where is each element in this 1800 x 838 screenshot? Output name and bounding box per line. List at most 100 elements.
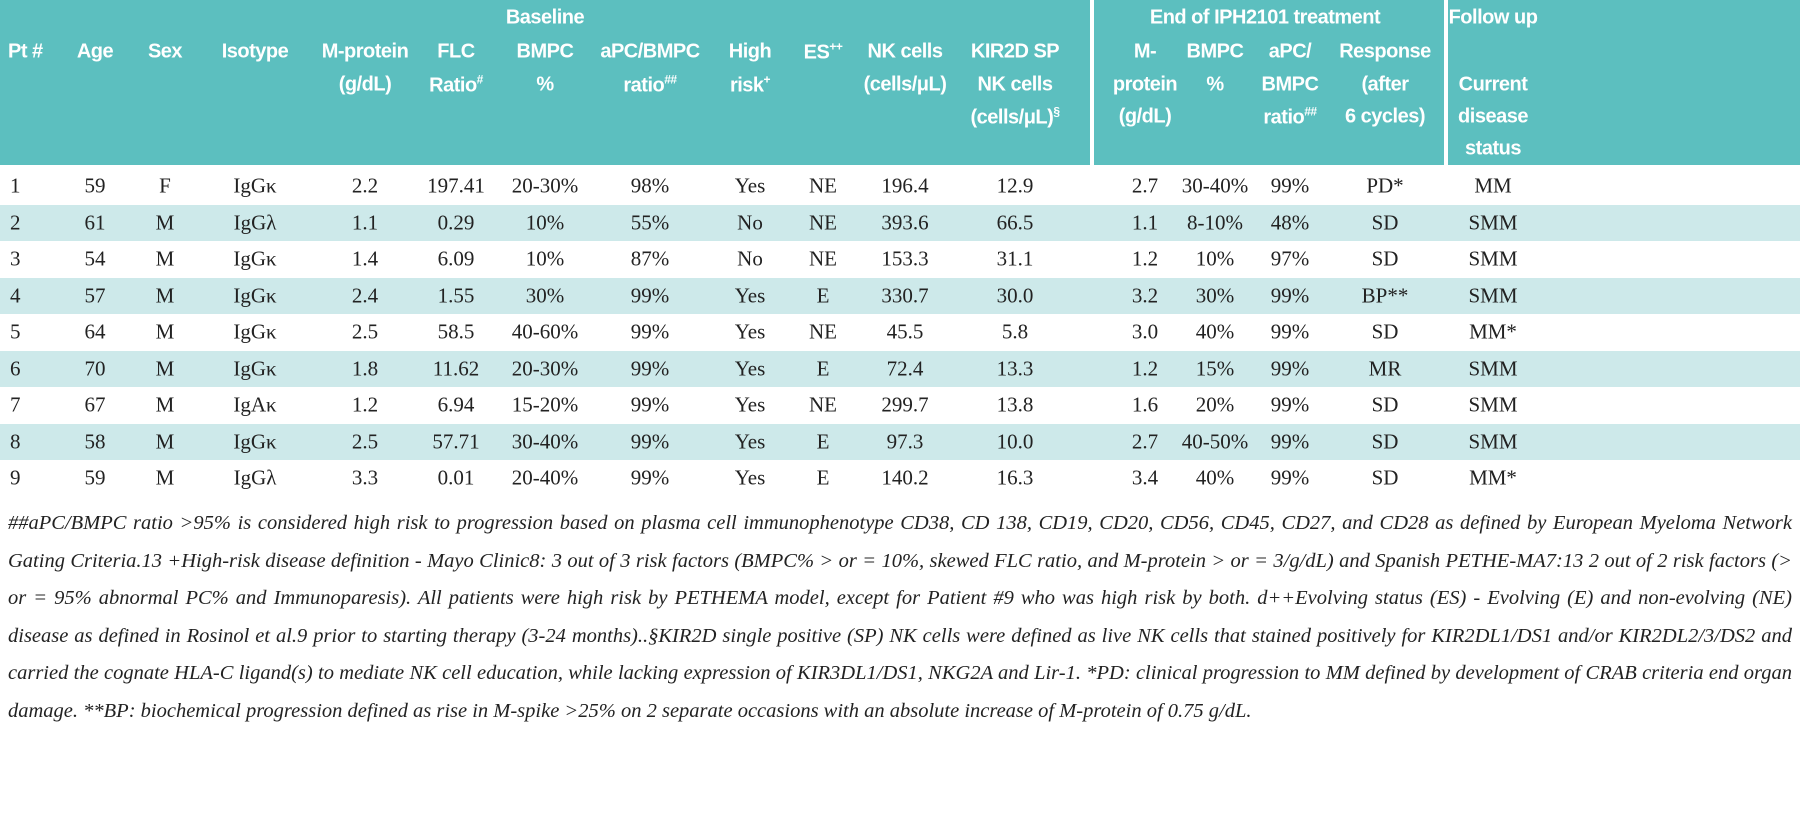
table-cell: IgAκ (233, 392, 277, 417)
table-cell: NE (809, 246, 837, 271)
table-cell: 0.29 (437, 210, 475, 234)
table-cell: 66.5 (996, 210, 1034, 234)
column-header: Response (1339, 40, 1431, 63)
table-cell: MM (1474, 173, 1512, 198)
column-header: (cells/μL) (863, 73, 947, 96)
table-cell: NE (809, 319, 837, 344)
table-cell: 3.2 (1131, 283, 1159, 307)
column-header: M-protein (321, 40, 409, 63)
table-cell: 30% (525, 283, 565, 307)
table-cell: 10% (1195, 246, 1235, 271)
table-cell: SD (1371, 429, 1399, 453)
table-cell: 2 (10, 210, 21, 234)
column-header: M- (1133, 40, 1157, 63)
table-cell: MR (1368, 356, 1402, 380)
table-cell: 97.3 (886, 429, 924, 453)
table-cell: 99% (1270, 429, 1310, 453)
header-superscript: ## (664, 72, 677, 87)
column-header: % (1206, 73, 1224, 96)
table-cell: SMM (1468, 356, 1518, 380)
row-band (0, 423, 1800, 460)
table-cell: 99% (630, 283, 670, 307)
table-cell: Yes (734, 356, 766, 380)
column-header: (g/dL) (1118, 105, 1172, 128)
table-cell: IgGκ (233, 283, 277, 307)
table-cell: 54 (84, 246, 106, 271)
column-header: High (728, 40, 772, 63)
column-header: (cells/μL)§ (970, 104, 1061, 129)
table-cell: 299.7 (881, 392, 929, 417)
table-cell: 0.01 (437, 465, 475, 490)
table-cell: 10% (525, 246, 565, 271)
column-header: NK cells (867, 40, 943, 63)
table-cell: MM* (1469, 319, 1517, 344)
table-cell: 13.8 (996, 392, 1034, 417)
table-cell: F (159, 173, 171, 198)
header-superscript: # (476, 72, 484, 87)
table-cell: 97% (1270, 246, 1310, 271)
column-header: aPC/BMPC (600, 40, 700, 63)
table-cell: IgGκ (233, 429, 277, 453)
table-cell: 16.3 (996, 465, 1034, 490)
table-cell: 99% (630, 356, 670, 380)
column-header: (g/dL) (338, 73, 392, 96)
table-cell: 20% (1195, 392, 1235, 417)
table-cell: 30% (1195, 283, 1235, 307)
table-cell: M (155, 465, 175, 490)
table-cell: 6.09 (437, 246, 475, 271)
table-cell: 20-40% (511, 465, 579, 490)
table-cell: 2.2 (351, 173, 379, 198)
table-cell: 59 (84, 465, 106, 490)
table-cell: Yes (734, 173, 766, 198)
table-cell: 330.7 (881, 283, 929, 307)
table-cell: M (155, 429, 175, 453)
table-cell: 1 (10, 173, 21, 198)
column-header: aPC/ (1268, 40, 1312, 63)
table-cell: SMM (1468, 392, 1518, 417)
row-band (0, 204, 1800, 241)
column-header: risk+ (729, 72, 771, 97)
table-cell: 30-40% (511, 429, 579, 453)
column-header: ratio## (623, 72, 677, 97)
table-cell: IgGλ (233, 465, 277, 490)
table-cell: Yes (734, 429, 766, 453)
table-cell: Yes (734, 465, 766, 490)
table-cell: Yes (734, 283, 766, 307)
table-cell: 40-60% (511, 319, 579, 344)
table-cell: E (816, 429, 830, 453)
column-header: % (536, 73, 554, 96)
table-cell: 197.41 (427, 173, 485, 198)
table-cell: 140.2 (881, 465, 929, 490)
table-cell: 67 (84, 392, 106, 417)
table-cell: 99% (1270, 356, 1310, 380)
table-cell: 393.6 (881, 210, 929, 234)
column-header: FLC (437, 40, 475, 63)
table-cell: Yes (734, 319, 766, 344)
table-cell: 57 (84, 283, 106, 307)
table-cell: SD (1371, 246, 1399, 271)
column-header: KIR2D SP (970, 40, 1060, 63)
table-cell: 6.94 (437, 392, 475, 417)
table-cell: 1.1 (1131, 210, 1159, 234)
table-cell: 7 (10, 392, 21, 417)
table-cell: 2.5 (351, 429, 379, 453)
table-cell: 99% (630, 465, 670, 490)
header-superscript: § (1053, 104, 1060, 119)
table-cell: E (816, 465, 830, 490)
column-header: BMPC (516, 40, 574, 63)
table-cell: M (155, 356, 175, 380)
table-cell: 57.71 (432, 429, 480, 453)
table-cell: 1.6 (1131, 392, 1159, 417)
table-cell: 59 (84, 173, 106, 198)
table-cell: 5 (10, 319, 21, 344)
table-cell: 58.5 (437, 319, 475, 344)
table-cell: 31.1 (996, 246, 1034, 271)
table-cell: 6 (10, 356, 21, 380)
table-cell: 40-50% (1181, 429, 1249, 453)
header-band (0, 0, 1800, 165)
table-cell: SD (1371, 392, 1399, 417)
table-cell: 99% (1270, 465, 1310, 490)
table-cell: 99% (630, 319, 670, 344)
table-cell: PD* (1366, 173, 1404, 198)
